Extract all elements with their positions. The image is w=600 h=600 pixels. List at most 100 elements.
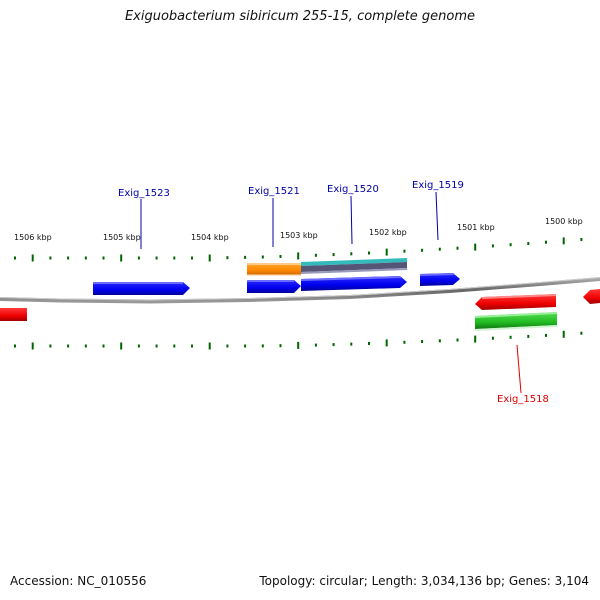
minor-tick bbox=[314, 343, 317, 347]
major-tick bbox=[385, 339, 388, 347]
minor-tick bbox=[580, 238, 583, 241]
gene-label-exig-1519[interactable]: Exig_1519 bbox=[412, 180, 464, 191]
minor-tick bbox=[580, 331, 583, 335]
minor-tick bbox=[84, 344, 87, 348]
major-tick bbox=[474, 243, 477, 251]
major-tick bbox=[120, 342, 123, 350]
minor-tick bbox=[491, 336, 494, 340]
feature-orange-block[interactable] bbox=[247, 263, 301, 276]
minor-tick bbox=[279, 255, 282, 258]
feature-teal-block[interactable] bbox=[301, 258, 407, 266]
major-tick bbox=[562, 237, 565, 245]
minor-tick bbox=[102, 256, 105, 260]
minor-tick bbox=[14, 344, 16, 348]
major-tick bbox=[120, 254, 123, 262]
scale-label: 1500 kbp bbox=[545, 217, 583, 226]
minor-tick bbox=[137, 256, 140, 260]
gene-right-reverse[interactable] bbox=[583, 289, 600, 304]
scale-labels: 1506 kbp 1505 kbp 1504 kbp 1503 kbp 1502… bbox=[14, 217, 583, 242]
minor-tick bbox=[261, 344, 264, 348]
major-tick bbox=[208, 342, 211, 350]
scale-label: 1506 kbp bbox=[14, 233, 52, 242]
minor-tick bbox=[403, 340, 406, 344]
gene-label-exig-1523[interactable]: Exig_1523 bbox=[118, 188, 170, 199]
minor-tick bbox=[438, 247, 441, 251]
minor-tick bbox=[421, 248, 424, 252]
minor-tick bbox=[67, 344, 70, 348]
minor-tick bbox=[456, 246, 459, 250]
minor-tick bbox=[527, 242, 530, 245]
minor-tick bbox=[350, 252, 353, 256]
major-tick bbox=[297, 252, 300, 260]
scale-label: 1501 kbp bbox=[457, 223, 495, 232]
minor-tick bbox=[438, 339, 441, 343]
minor-tick bbox=[137, 344, 140, 348]
gene-exig-1518[interactable] bbox=[475, 294, 556, 310]
genome-backbone bbox=[0, 277, 600, 304]
minor-tick bbox=[191, 344, 193, 348]
minor-tick bbox=[314, 253, 317, 257]
minor-tick bbox=[509, 335, 512, 339]
lower-tick-track bbox=[14, 330, 583, 350]
minor-tick bbox=[491, 244, 494, 248]
upper-tick-track bbox=[14, 237, 583, 262]
minor-tick bbox=[49, 256, 52, 260]
gene-left-reverse[interactable] bbox=[0, 308, 27, 321]
minor-tick bbox=[261, 255, 264, 259]
minor-tick bbox=[509, 243, 512, 247]
feature-slate-block[interactable] bbox=[301, 262, 407, 274]
minor-tick bbox=[527, 334, 530, 338]
minor-tick bbox=[545, 240, 547, 244]
minor-tick bbox=[102, 344, 105, 348]
minor-tick bbox=[226, 344, 229, 348]
genome-summary-text: Topology: circular; Length: 3,034,136 bp… bbox=[259, 574, 589, 588]
major-tick bbox=[31, 342, 34, 350]
gene-label-exig-1518[interactable]: Exig_1518 bbox=[497, 394, 549, 405]
major-tick bbox=[562, 330, 565, 338]
minor-tick bbox=[155, 344, 158, 348]
gene-exig-1520[interactable] bbox=[301, 276, 407, 291]
minor-tick bbox=[49, 344, 52, 348]
minor-tick bbox=[332, 253, 335, 257]
minor-tick bbox=[67, 256, 70, 260]
accession-text: Accession: NC_010556 bbox=[10, 574, 147, 588]
scale-label: 1503 kbp bbox=[280, 231, 318, 240]
minor-tick bbox=[421, 340, 424, 343]
minor-tick bbox=[368, 342, 370, 345]
minor-tick bbox=[226, 256, 229, 260]
major-tick bbox=[297, 341, 300, 349]
minor-tick bbox=[244, 255, 247, 259]
minor-tick bbox=[368, 251, 370, 255]
minor-tick bbox=[456, 338, 459, 342]
minor-tick bbox=[244, 344, 247, 348]
minor-tick bbox=[403, 249, 406, 253]
minor-tick bbox=[84, 256, 87, 260]
gene-label-exig-1521[interactable]: Exig_1521 bbox=[248, 186, 300, 197]
minor-tick bbox=[350, 342, 353, 346]
leader-line bbox=[435, 191, 439, 241]
leader-line bbox=[516, 344, 522, 394]
major-tick bbox=[385, 248, 388, 256]
minor-tick bbox=[173, 256, 176, 260]
major-tick bbox=[474, 335, 477, 343]
minor-tick bbox=[191, 256, 193, 260]
scale-label: 1504 kbp bbox=[191, 233, 229, 242]
gene-exig-1521[interactable] bbox=[247, 280, 301, 293]
minor-tick bbox=[14, 256, 16, 260]
genome-title: Exiguobacterium sibiricum 255-15, comple… bbox=[124, 9, 476, 24]
minor-tick bbox=[279, 344, 282, 348]
gene-exig-1519[interactable] bbox=[420, 273, 460, 286]
major-tick bbox=[31, 254, 34, 262]
gene-label-exig-1520[interactable]: Exig_1520 bbox=[327, 184, 379, 195]
scale-label: 1502 kbp bbox=[369, 228, 407, 237]
leader-line bbox=[350, 195, 353, 245]
minor-tick bbox=[332, 343, 335, 347]
scale-label: 1505 kbp bbox=[103, 233, 141, 242]
minor-tick bbox=[173, 344, 176, 348]
major-tick bbox=[208, 254, 211, 262]
gene-exig-1523[interactable] bbox=[93, 282, 190, 295]
minor-tick bbox=[155, 256, 158, 260]
feature-green-block[interactable] bbox=[475, 312, 557, 331]
